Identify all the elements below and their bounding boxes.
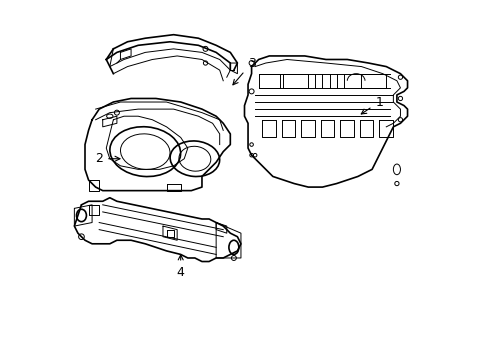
Text: 2: 2 — [95, 152, 120, 165]
Text: 1: 1 — [361, 95, 382, 114]
Text: 4: 4 — [176, 255, 184, 279]
Text: 3: 3 — [232, 57, 255, 85]
